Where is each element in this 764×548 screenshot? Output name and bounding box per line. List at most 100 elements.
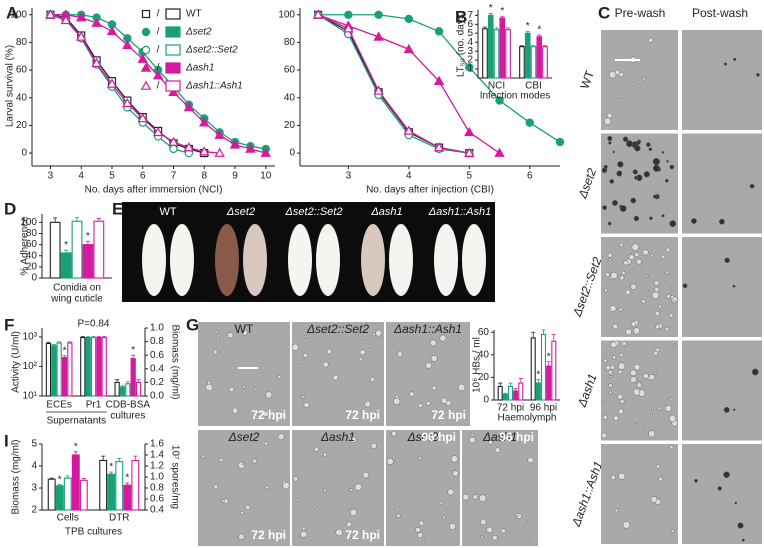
x-tick-label: 9	[232, 171, 238, 182]
row-label: Δset2::Set2	[570, 255, 605, 319]
cell	[616, 170, 623, 177]
larva	[142, 224, 166, 296]
y-tick-label: 60	[26, 239, 38, 250]
cell	[369, 376, 376, 382]
x-tick-label: CDB-BSA	[106, 400, 151, 411]
cell	[732, 284, 736, 288]
cell	[450, 455, 459, 463]
marker	[60, 14, 72, 25]
marker	[555, 137, 565, 147]
cell	[734, 501, 738, 505]
legend-separator: /	[157, 63, 160, 74]
bar	[115, 461, 124, 511]
y-tick-label: 1.2	[150, 461, 164, 472]
error-bar	[115, 379, 120, 383]
y-tick-label: 20	[284, 120, 296, 131]
cell	[635, 423, 639, 427]
micrograph	[682, 133, 762, 234]
error-bar	[537, 34, 542, 37]
cell	[265, 391, 273, 399]
cell	[218, 457, 224, 463]
error-bar	[513, 388, 518, 391]
larva	[243, 224, 267, 296]
y-tick-label: 1.0	[150, 472, 164, 483]
cell	[349, 436, 357, 444]
micrograph	[462, 430, 538, 546]
cell	[622, 521, 631, 529]
marker	[137, 53, 148, 63]
marker	[45, 9, 56, 19]
cell	[441, 397, 448, 404]
cell	[614, 69, 621, 76]
bar	[61, 357, 68, 397]
series-line	[317, 14, 470, 154]
column-header: Post-wash	[692, 6, 748, 20]
y-tick-label: 0	[289, 148, 295, 159]
cell	[723, 471, 730, 479]
cell	[323, 452, 328, 457]
cell	[664, 403, 667, 407]
cell	[608, 383, 613, 388]
cell	[669, 220, 677, 228]
cell	[741, 538, 745, 542]
time-label: 96 hpi	[499, 430, 534, 444]
cell	[417, 532, 424, 539]
cell	[527, 457, 534, 464]
cell	[418, 520, 425, 526]
error-bar	[131, 354, 136, 359]
cell	[630, 376, 637, 383]
error-bar	[65, 475, 70, 479]
error-bar	[53, 217, 58, 223]
marker	[495, 96, 504, 105]
marker	[168, 136, 179, 146]
cell	[621, 341, 627, 346]
cell	[661, 214, 665, 218]
micrograph	[386, 322, 470, 426]
bar	[542, 46, 548, 79]
cell	[682, 283, 688, 289]
cell	[610, 475, 616, 481]
micrograph	[198, 430, 290, 546]
cell	[652, 414, 656, 417]
cell	[650, 254, 654, 258]
marker	[140, 62, 152, 72]
larva	[361, 224, 385, 296]
cell	[492, 535, 498, 541]
marker	[374, 10, 383, 19]
cell	[619, 94, 623, 98]
y-tick-label: 2	[31, 505, 37, 516]
bar	[63, 477, 72, 511]
cell	[643, 428, 646, 431]
panel-letter: G	[186, 315, 199, 334]
error-bar	[531, 331, 536, 338]
bar	[60, 252, 72, 279]
bar	[518, 382, 524, 401]
error-bar	[73, 451, 78, 455]
marker	[494, 147, 505, 157]
cell	[646, 142, 651, 147]
cell	[262, 410, 269, 417]
axis-label: TPB cultures	[65, 527, 122, 538]
cell	[263, 441, 269, 446]
cell	[611, 199, 618, 206]
cell	[651, 291, 660, 299]
bar	[524, 32, 531, 79]
error-bar	[519, 45, 524, 47]
marker	[403, 125, 415, 135]
cell	[626, 140, 633, 148]
marker	[464, 126, 475, 137]
y-tick-label: 1	[467, 64, 473, 75]
cell	[515, 512, 519, 517]
y-tick-label: 0.6	[150, 494, 164, 505]
annotation: *	[489, 3, 493, 14]
cell	[617, 362, 626, 370]
y-tick-label: 40	[478, 349, 490, 360]
cell	[636, 382, 642, 388]
cell	[299, 364, 303, 368]
cell	[633, 327, 641, 335]
bar	[119, 386, 126, 397]
y-tick-label: 0.2	[150, 377, 164, 388]
micrograph	[292, 430, 384, 546]
legend-label: WT	[186, 9, 202, 20]
